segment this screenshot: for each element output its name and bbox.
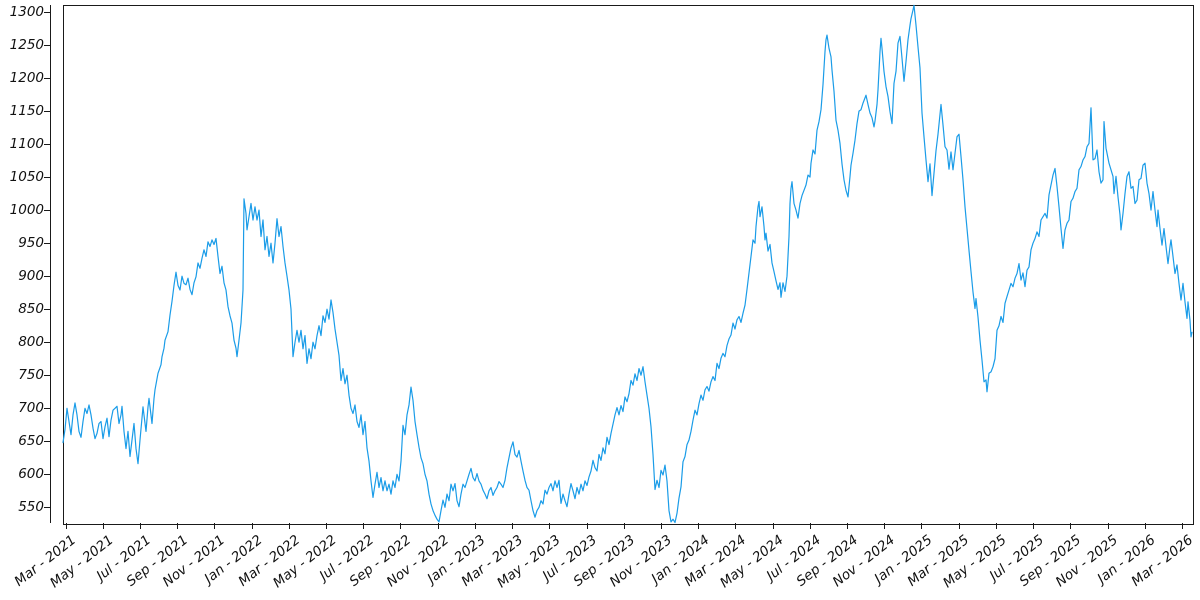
y-tick-label: 1050	[9, 169, 44, 186]
x-tick-mark	[474, 523, 476, 529]
x-tick-mark	[698, 523, 700, 529]
plot-area	[63, 5, 1194, 525]
y-tick-mark	[44, 242, 50, 244]
x-tick-mark	[214, 523, 216, 529]
y-tick-label: 850	[18, 301, 44, 318]
x-tick-mark	[586, 523, 588, 529]
y-tick-mark	[44, 77, 50, 79]
y-tick-label: 900	[18, 268, 44, 285]
x-tick-mark	[1033, 523, 1035, 529]
x-tick-mark	[847, 523, 849, 529]
x-tick-mark	[102, 523, 104, 529]
x-tick-mark	[809, 523, 811, 529]
y-tick-mark	[44, 440, 50, 442]
x-tick-mark	[884, 523, 886, 529]
y-tick-mark	[44, 473, 50, 475]
y-tick-label: 650	[18, 433, 44, 450]
x-tick-mark	[1107, 523, 1109, 529]
x-tick-mark	[1070, 523, 1072, 529]
x-tick-mark	[1144, 523, 1146, 529]
x-tick-mark	[288, 523, 290, 529]
y-tick-label: 700	[18, 400, 44, 417]
y-tick-label: 1150	[9, 103, 44, 120]
x-tick-mark	[1182, 523, 1183, 529]
x-tick-mark	[400, 523, 402, 529]
x-tick-mark	[437, 523, 439, 529]
x-tick-mark	[958, 523, 960, 529]
x-tick-mark	[363, 523, 365, 529]
y-tick-mark	[44, 407, 50, 409]
x-tick-mark	[549, 523, 551, 529]
y-tick-label: 1250	[9, 37, 44, 54]
y-tick-label: 550	[18, 499, 44, 516]
y-tick-mark	[44, 374, 50, 376]
y-tick-mark	[44, 209, 50, 211]
x-tick-mark	[139, 523, 141, 529]
x-tick-mark	[660, 523, 662, 529]
y-tick-mark	[44, 143, 50, 145]
x-tick-mark	[65, 523, 67, 529]
y-tick-mark	[44, 110, 50, 112]
x-tick-mark	[512, 523, 514, 529]
x-tick-mark	[921, 523, 923, 529]
y-axis-spine	[50, 5, 51, 523]
y-tick-label: 750	[18, 367, 44, 384]
x-tick-mark	[326, 523, 328, 529]
x-tick-mark	[177, 523, 179, 529]
y-tick-mark	[44, 275, 50, 277]
y-tick-mark	[44, 176, 50, 178]
x-tick-mark	[772, 523, 774, 529]
x-tick-mark	[251, 523, 253, 529]
y-tick-label: 600	[18, 466, 44, 483]
x-tick-mark	[995, 523, 997, 529]
price-line-series	[62, 4, 1193, 524]
y-tick-mark	[44, 44, 50, 46]
x-tick-mark	[623, 523, 625, 529]
y-tick-label: 1000	[9, 202, 44, 219]
y-tick-mark	[44, 506, 50, 508]
y-tick-label: 1300	[9, 4, 44, 20]
y-tick-mark	[44, 11, 50, 13]
y-tick-mark	[44, 341, 50, 343]
y-tick-label: 800	[18, 334, 44, 351]
y-tick-mark	[44, 308, 50, 310]
x-tick-mark	[735, 523, 737, 529]
y-tick-label: 1200	[9, 70, 44, 87]
y-tick-label: 1100	[9, 136, 44, 153]
y-tick-label: 950	[18, 235, 44, 252]
